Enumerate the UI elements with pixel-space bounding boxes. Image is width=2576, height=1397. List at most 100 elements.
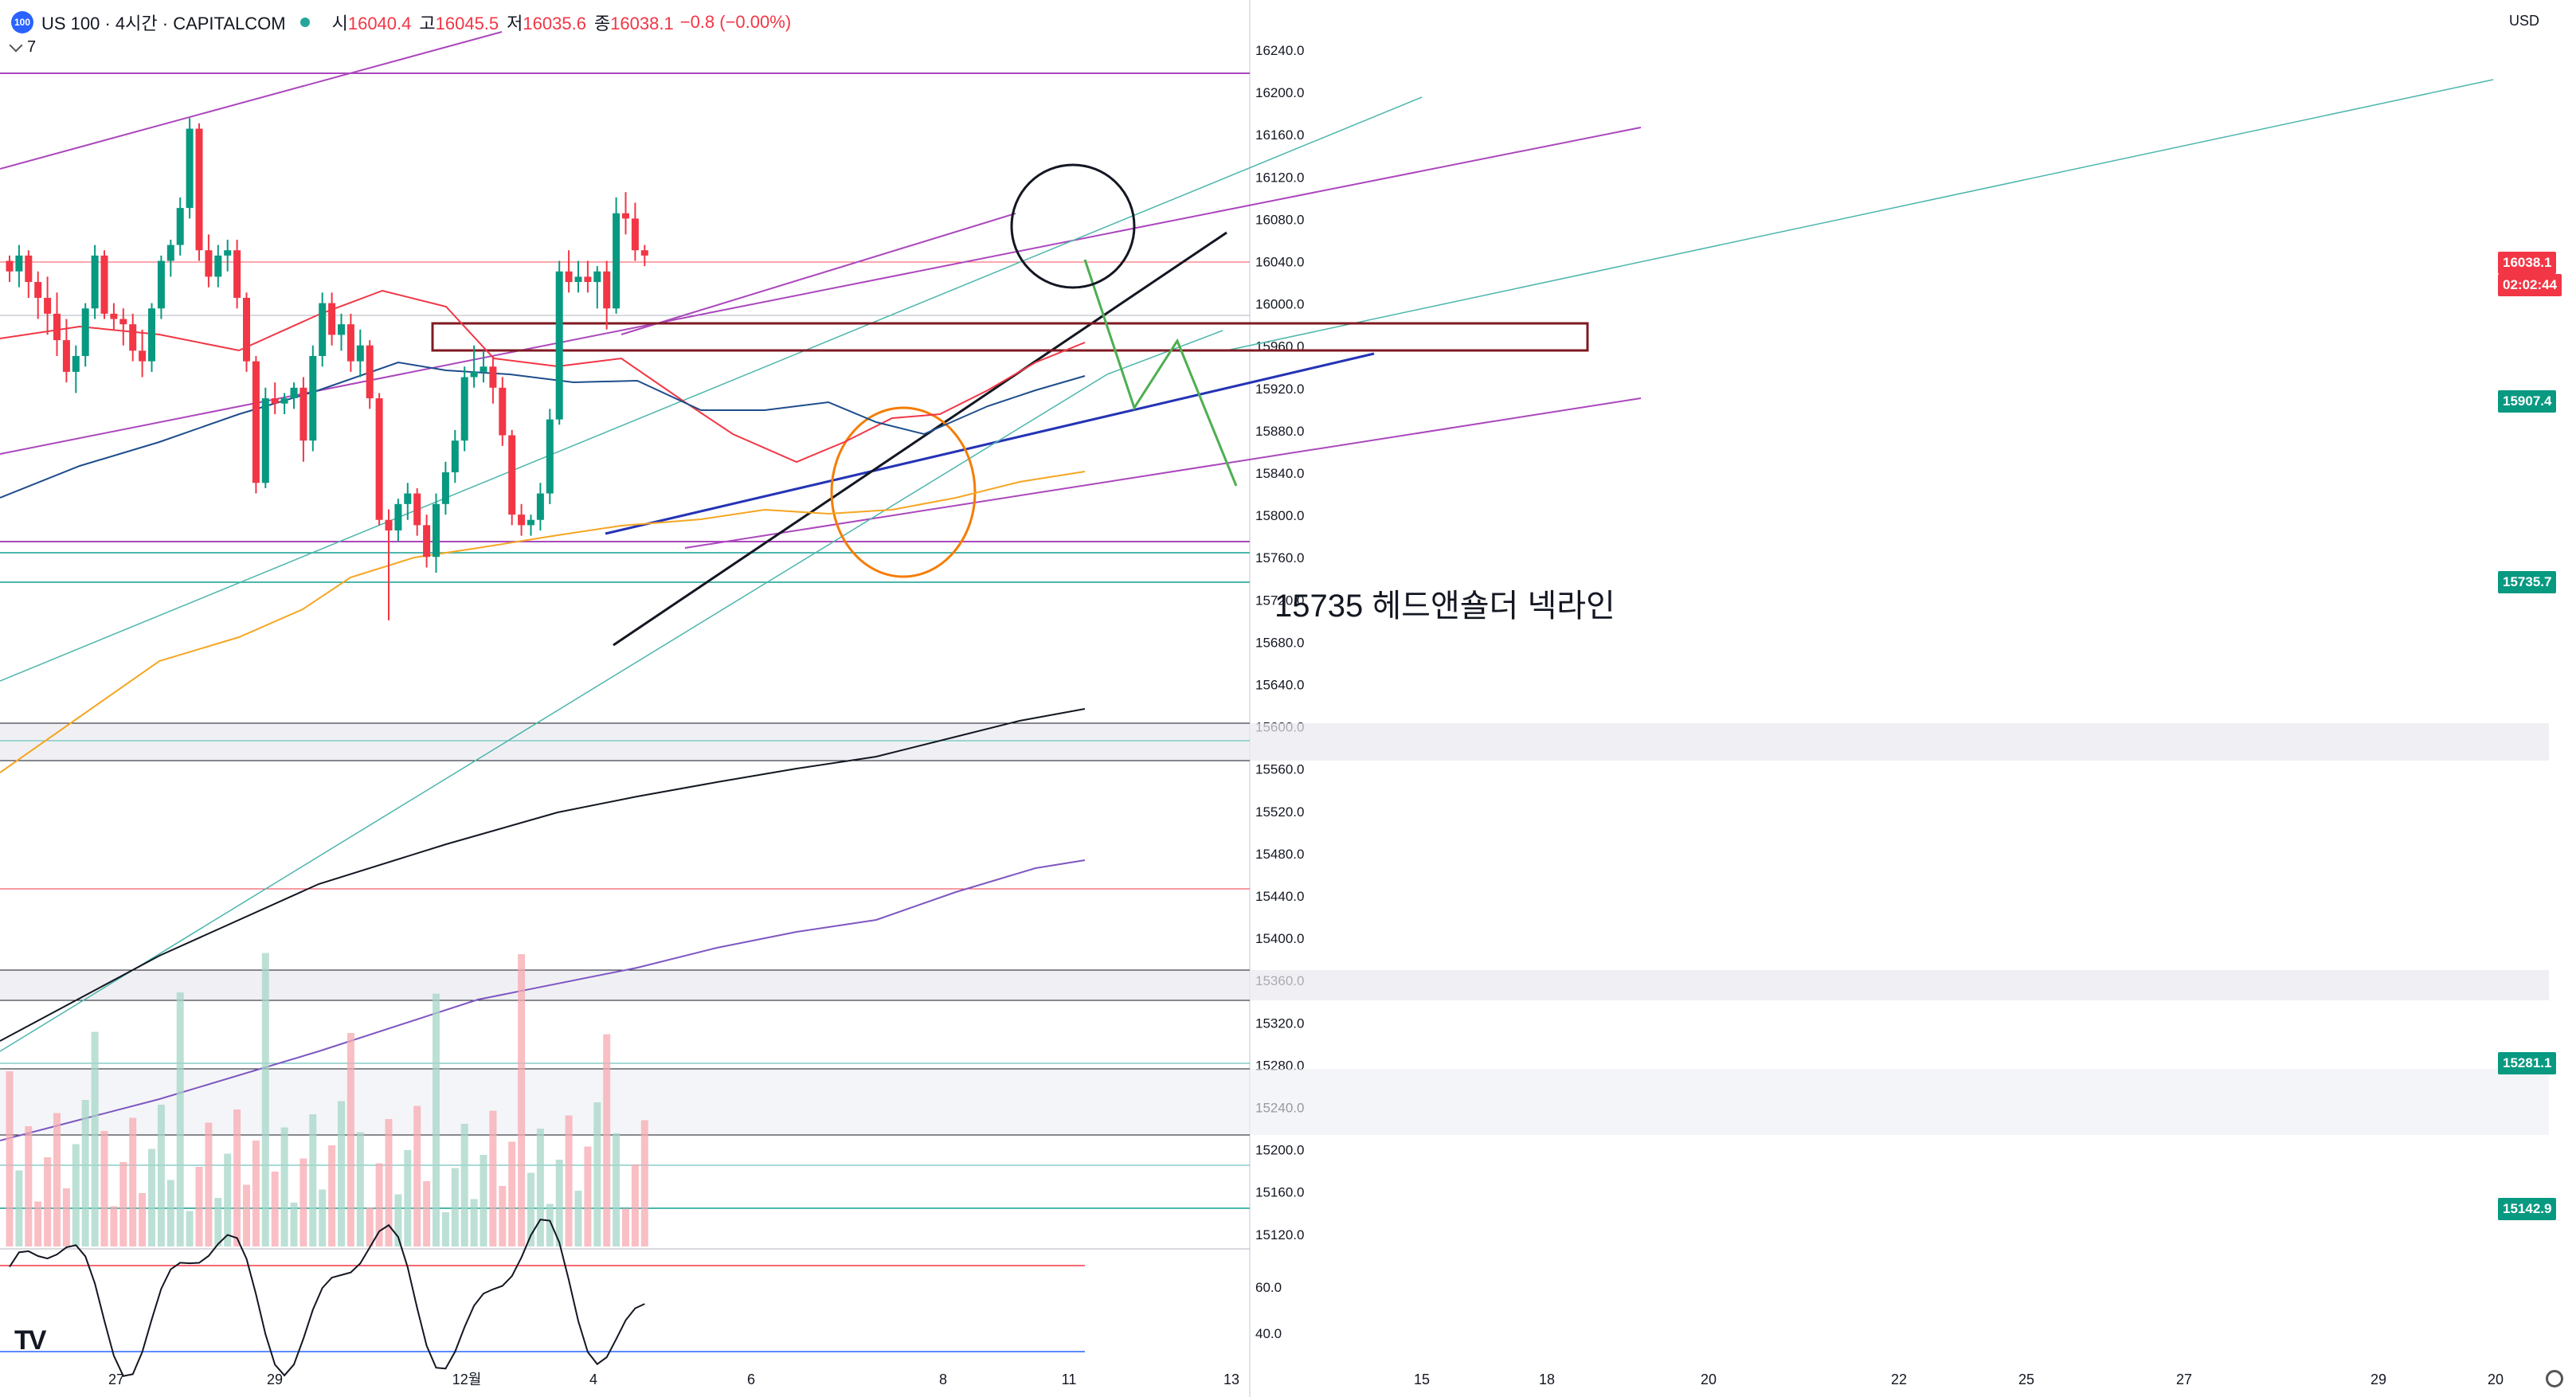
gear-icon[interactable]: [2546, 1370, 2563, 1387]
candle-body: [518, 515, 526, 526]
volume-bar: [25, 1126, 33, 1246]
support-zone: [0, 970, 2549, 1000]
volume-bar: [555, 1160, 563, 1246]
volume-bar: [508, 1141, 516, 1246]
support-zone: [0, 1069, 2549, 1135]
candle-body: [574, 276, 582, 283]
ohlc-label: 시: [331, 14, 348, 33]
ma-mid: [0, 361, 1086, 499]
volume-bar: [224, 1153, 232, 1246]
y-tick-label: 15480.0: [1255, 847, 1304, 862]
volume-bar: [338, 1101, 345, 1246]
ohlc-value: 16038.1: [610, 14, 674, 33]
y-tick-label: 15520.0: [1255, 804, 1304, 820]
volume-bar: [385, 1119, 393, 1246]
x-tick-label: 22: [1891, 1372, 1907, 1387]
ma-slow: [0, 471, 1086, 773]
x-tick-label: 27: [108, 1372, 124, 1387]
candle-body: [6, 260, 14, 272]
indicators-toggle[interactable]: 7: [9, 38, 36, 57]
y-tick-label: 15800.0: [1255, 508, 1304, 523]
candle-body: [139, 350, 147, 362]
candle-body: [157, 260, 165, 309]
volume-bar: [91, 1031, 99, 1246]
candle-body: [214, 255, 222, 277]
volume-bar: [299, 1158, 307, 1246]
x-tick-label: 4: [589, 1372, 597, 1387]
x-tick-label: 8: [939, 1372, 947, 1387]
candle-body: [290, 387, 298, 399]
candle-body: [148, 308, 155, 362]
trend-line: [613, 231, 1227, 647]
y-tick-label: 15440.0: [1255, 889, 1304, 904]
volume-bar: [195, 1167, 203, 1246]
candle-body: [129, 324, 137, 351]
y-tick-label: 15320.0: [1255, 1015, 1304, 1031]
candle-body: [499, 387, 507, 436]
candle-body: [309, 355, 317, 441]
candle-body: [243, 297, 250, 362]
x-tick-label: 12월: [452, 1372, 482, 1387]
volume-bar: [6, 1071, 14, 1246]
price-change: −0.8 (−0.00%): [679, 12, 792, 32]
volume-bar: [290, 1203, 298, 1246]
top-circle: [1010, 163, 1136, 289]
x-tick-label: 27: [2176, 1372, 2192, 1387]
volume-bar: [186, 1211, 194, 1246]
volume-bar: [233, 1109, 241, 1246]
candle-body: [328, 303, 336, 335]
volume-bar: [460, 1124, 468, 1246]
volume-bar: [280, 1127, 288, 1246]
ohlc-value: 16035.6: [523, 14, 586, 33]
candle-body: [338, 324, 345, 335]
y-tick-label: 15640.0: [1255, 678, 1304, 693]
neckline-annotation[interactable]: 15735 헤드앤숄더 넥라인: [1274, 589, 1615, 624]
volume-bar: [139, 1193, 147, 1246]
support-zone: [0, 723, 2549, 761]
volume-bar: [346, 1033, 354, 1246]
resistance-box: [431, 322, 1589, 352]
rsi-tick-label: 60.0: [1255, 1280, 1282, 1295]
y-tick-label: 15920.0: [1255, 382, 1304, 397]
x-tick-label: 18: [1539, 1372, 1555, 1387]
volume-bar: [15, 1170, 23, 1246]
y-tick-label: 15840.0: [1255, 466, 1304, 481]
volume-bar: [72, 1144, 80, 1246]
candle-body: [489, 366, 497, 388]
y-tick-label: 15960.0: [1255, 339, 1304, 354]
rsi-tick-label: 40.0: [1255, 1326, 1282, 1341]
y-tick-label: 15200.0: [1255, 1143, 1304, 1158]
y-tick-label: 16040.0: [1255, 255, 1304, 270]
price-tag: 15142.9: [2498, 1198, 2557, 1221]
currency-label[interactable]: USD: [2509, 13, 2540, 29]
y-tick-label: 15880.0: [1255, 424, 1304, 439]
volume-bar: [129, 1117, 137, 1246]
y-tick-label: 15720.0: [1255, 593, 1304, 608]
candle-body: [593, 271, 601, 283]
candle-body: [299, 387, 307, 441]
chevron-down-icon: [9, 38, 23, 52]
countdown-timer: 02:02:44: [2498, 274, 2562, 297]
candle-body: [261, 398, 269, 483]
candle-body: [584, 276, 592, 283]
candle-body: [25, 255, 33, 283]
candle-body: [565, 271, 573, 283]
legend-header[interactable]: 100 US 100 · 4시간 · CAPITALCOM 시16040.4 고1…: [11, 8, 791, 37]
y-tick-label: 16080.0: [1255, 212, 1304, 227]
volume-bar: [433, 993, 440, 1246]
bottom-circle: [830, 406, 977, 578]
volume-bar: [34, 1201, 42, 1246]
price-tag: 15907.4: [2498, 389, 2557, 413]
volume-bar: [271, 1172, 279, 1246]
volume-bar: [214, 1198, 222, 1246]
candle-body: [441, 472, 449, 504]
ohlc-label: 저: [507, 14, 523, 33]
ohlc-value: 16040.4: [347, 14, 412, 33]
market-open-dot-icon: [299, 18, 310, 27]
ohlc-label: 종: [593, 14, 611, 33]
symbol-title[interactable]: US 100 · 4시간 · CAPITALCOM: [41, 14, 286, 33]
y-tick-label: 16120.0: [1255, 170, 1304, 185]
candle-body: [404, 493, 412, 504]
